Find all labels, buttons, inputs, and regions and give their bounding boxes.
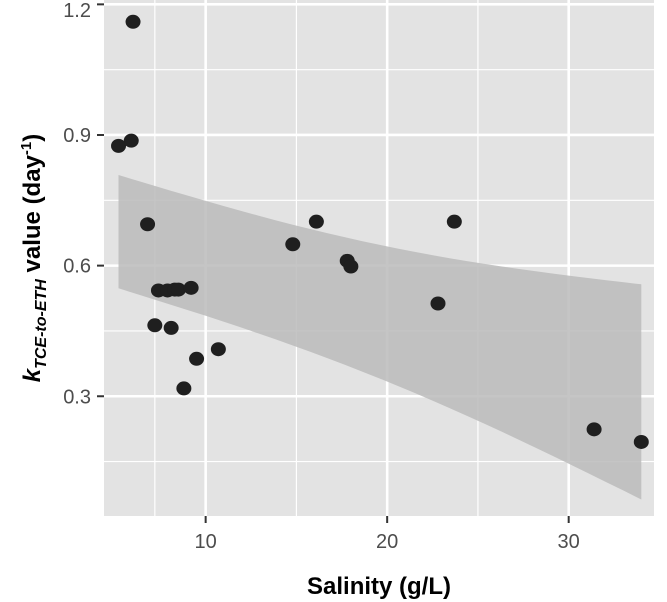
y-tick-label: 0.6: [63, 256, 91, 278]
y-tick-label: 1.2: [63, 0, 91, 22]
x-axis-title: Salinity (g/L): [307, 573, 451, 600]
y-tick-label: 0.9: [63, 125, 91, 147]
y-tick-labels: 0.3 0.6 0.9 1.2: [63, 0, 91, 408]
y-axis-title-subscript: TCE-to-ETH: [33, 279, 50, 369]
y-axis-title-middle: value (day: [19, 154, 46, 279]
data-point: [163, 320, 179, 335]
data-point: [633, 434, 649, 449]
confidence-band: [118, 175, 642, 500]
data-point: [183, 280, 199, 295]
y-axis-title-k: k: [19, 367, 46, 382]
data-point: [308, 214, 324, 229]
data-point: [285, 237, 301, 252]
data-point: [170, 282, 186, 297]
x-tick-labels: 10 20 30: [195, 531, 580, 553]
data-point: [123, 133, 139, 148]
data-point: [210, 342, 226, 357]
data-point: [586, 422, 602, 437]
data-point: [125, 14, 141, 29]
y-tick-label: 0.3: [63, 386, 91, 408]
y-axis-title-superscript: -1: [18, 142, 35, 155]
data-point: [189, 351, 205, 366]
data-point: [430, 296, 446, 311]
data-point: [343, 259, 359, 274]
x-tick-label: 20: [376, 531, 398, 553]
y-axis-title-end: ): [19, 134, 46, 142]
axis-ticks: [97, 3, 570, 523]
data-point: [147, 318, 163, 333]
data-points: [111, 14, 649, 449]
x-tick-label: 10: [195, 531, 217, 553]
data-point: [140, 217, 156, 232]
x-tick-label: 30: [558, 531, 580, 553]
data-point: [111, 138, 127, 153]
data-point: [446, 214, 462, 229]
data-point: [176, 381, 192, 396]
y-axis-title: kTCE-to-ETH value (day-1): [18, 134, 50, 383]
